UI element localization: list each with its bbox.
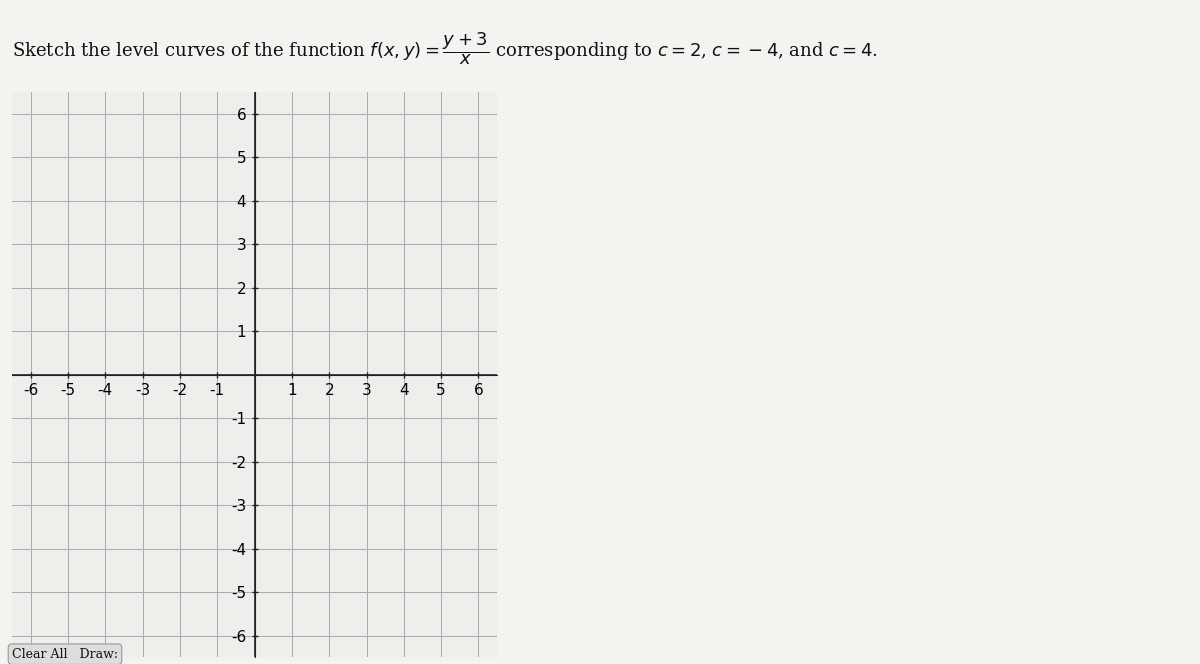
Text: Sketch the level curves of the function $f(x, y) = \dfrac{y + 3}{x}$ correspondi: Sketch the level curves of the function … (12, 30, 878, 66)
Text: Clear All   Draw:: Clear All Draw: (12, 647, 118, 661)
